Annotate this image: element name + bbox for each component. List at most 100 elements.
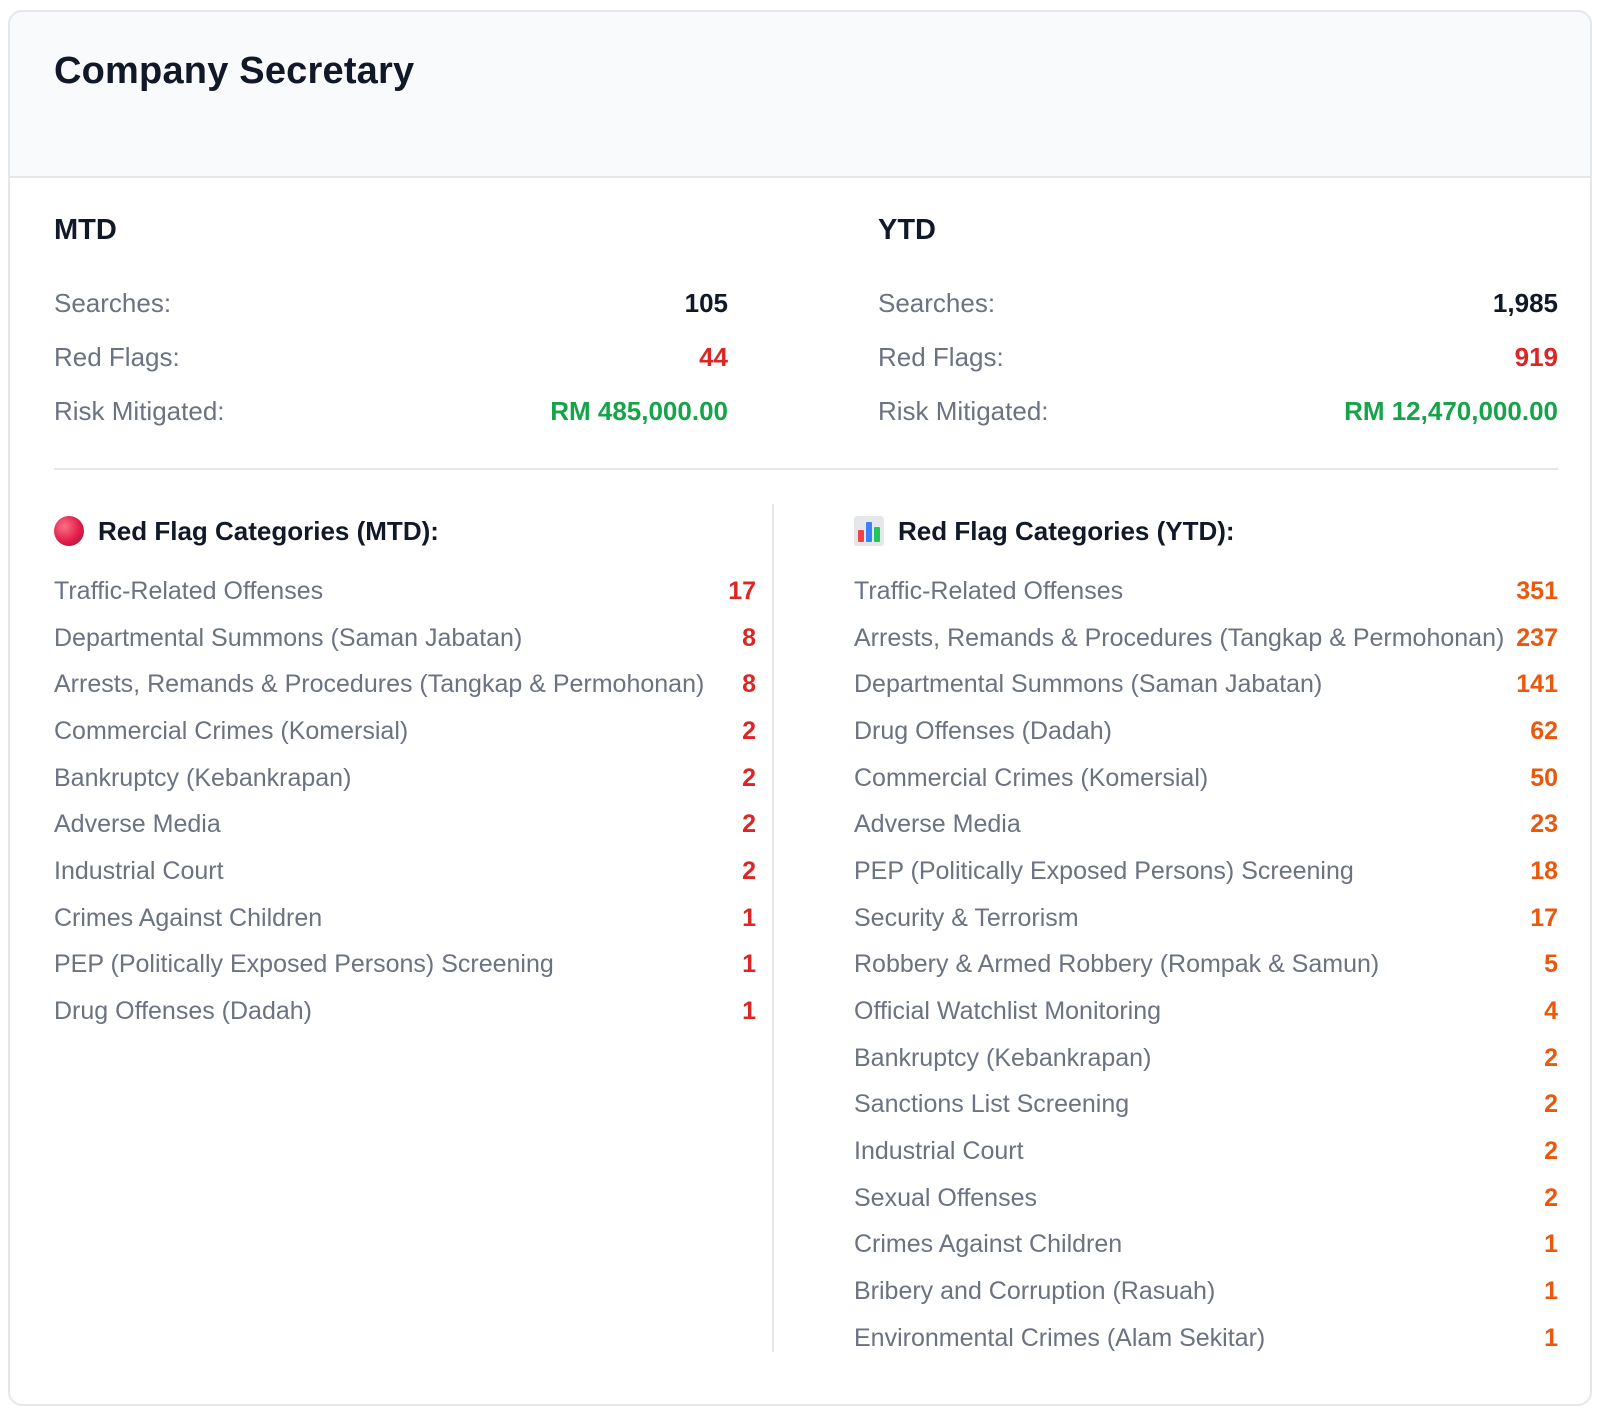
category-row: Traffic-Related Offenses 17 bbox=[54, 568, 756, 615]
category-count: 4 bbox=[1544, 997, 1558, 1026]
category-row: Bankruptcy (Kebankrapan) 2 bbox=[54, 755, 756, 802]
category-count: 1 bbox=[742, 950, 756, 979]
category-label: Sexual Offenses bbox=[854, 1183, 1037, 1212]
ytd-categories: Red Flag Categories (YTD): Traffic-Relat… bbox=[854, 506, 1558, 1362]
category-label: Traffic-Related Offenses bbox=[854, 576, 1124, 605]
category-label: Bribery and Corruption (Rasuah) bbox=[854, 1277, 1216, 1306]
ytd-categories-title: Red Flag Categories (YTD): bbox=[898, 515, 1235, 546]
category-count: 8 bbox=[742, 623, 756, 652]
category-count: 2 bbox=[1544, 1090, 1558, 1119]
bar-chart-icon bbox=[854, 516, 884, 546]
category-row: Departmental Summons (Saman Jabatan) 141 bbox=[854, 661, 1558, 708]
category-row: Security & Terrorism 17 bbox=[854, 895, 1558, 942]
card-title: Company Secretary bbox=[54, 50, 415, 92]
category-row: Official Watchlist Monitoring 4 bbox=[854, 988, 1558, 1035]
category-row: PEP (Politically Exposed Persons) Screen… bbox=[854, 848, 1558, 895]
category-row: Industrial Court 2 bbox=[854, 1128, 1558, 1175]
category-row: Arrests, Remands & Procedures (Tangkap &… bbox=[54, 661, 756, 708]
category-row: Sexual Offenses 2 bbox=[854, 1175, 1558, 1222]
category-label: Drug Offenses (Dadah) bbox=[54, 997, 312, 1026]
category-label: Drug Offenses (Dadah) bbox=[854, 716, 1112, 745]
category-count: 2 bbox=[742, 716, 756, 745]
ytd-red-flags-row: Red Flags: 919 bbox=[878, 330, 1558, 384]
category-count: 17 bbox=[728, 576, 756, 605]
category-label: Commercial Crimes (Komersial) bbox=[854, 763, 1209, 792]
category-label: Departmental Summons (Saman Jabatan) bbox=[54, 623, 523, 652]
category-label: PEP (Politically Exposed Persons) Screen… bbox=[854, 856, 1354, 885]
mtd-searches-label: Searches: bbox=[54, 287, 172, 318]
category-count: 2 bbox=[1544, 1137, 1558, 1166]
mtd-searches-row: Searches: 105 bbox=[54, 276, 728, 330]
category-row: Arrests, Remands & Procedures (Tangkap &… bbox=[854, 615, 1558, 662]
stats-section: MTD Searches: 105 Red Flags: 44 Risk Mit… bbox=[10, 178, 1590, 468]
category-label: Environmental Crimes (Alam Sekitar) bbox=[854, 1323, 1266, 1352]
ytd-risk-label: Risk Mitigated: bbox=[878, 395, 1049, 426]
category-row: Bankruptcy (Kebankrapan) 2 bbox=[854, 1035, 1558, 1082]
category-label: Traffic-Related Offenses bbox=[54, 576, 324, 605]
category-count: 2 bbox=[742, 763, 756, 792]
category-label: PEP (Politically Exposed Persons) Screen… bbox=[54, 950, 554, 979]
category-count: 18 bbox=[1530, 856, 1558, 885]
company-secretary-card: Company Secretary MTD Searches: 105 Red … bbox=[8, 10, 1592, 1406]
ytd-searches-row: Searches: 1,985 bbox=[878, 276, 1558, 330]
ytd-category-list: Traffic-Related Offenses 351 Arrests, Rema… bbox=[854, 568, 1558, 1362]
ytd-heading: YTD bbox=[878, 214, 936, 246]
category-label: Adverse Media bbox=[854, 810, 1021, 839]
category-count: 23 bbox=[1530, 810, 1558, 839]
category-label: Arrests, Remands & Procedures (Tangkap &… bbox=[54, 670, 705, 699]
mtd-risk-label: Risk Mitigated: bbox=[54, 395, 225, 426]
ytd-searches-label: Searches: bbox=[878, 287, 996, 318]
category-row: Crimes Against Children 1 bbox=[854, 1222, 1558, 1269]
category-count: 2 bbox=[742, 810, 756, 839]
mtd-red-flags-label: Red Flags: bbox=[54, 341, 180, 372]
category-row: Adverse Media 2 bbox=[54, 801, 756, 848]
category-count: 237 bbox=[1516, 623, 1558, 652]
category-row: Traffic-Related Offenses 351 bbox=[854, 568, 1558, 615]
category-label: Robbery & Armed Robbery (Rompak & Samun) bbox=[854, 950, 1380, 979]
mtd-stats: MTD Searches: 105 Red Flags: 44 Risk Mit… bbox=[54, 214, 728, 438]
category-count: 1 bbox=[1544, 1230, 1558, 1259]
category-row: Environmental Crimes (Alam Sekitar) 1 bbox=[854, 1315, 1558, 1362]
category-count: 5 bbox=[1544, 950, 1558, 979]
category-row: Bribery and Corruption (Rasuah) 1 bbox=[854, 1268, 1558, 1315]
category-label: Adverse Media bbox=[54, 810, 221, 839]
category-count: 17 bbox=[1530, 903, 1558, 932]
category-row: Commercial Crimes (Komersial) 2 bbox=[54, 708, 756, 755]
category-count: 351 bbox=[1516, 576, 1558, 605]
mtd-category-list: Traffic-Related Offenses 17 Departmental S… bbox=[54, 568, 756, 1035]
category-count: 2 bbox=[742, 856, 756, 885]
mtd-categories-heading: Red Flag Categories (MTD): bbox=[54, 506, 756, 556]
category-count: 8 bbox=[742, 670, 756, 699]
category-label: Bankruptcy (Kebankrapan) bbox=[854, 1043, 1152, 1072]
mtd-risk-row: Risk Mitigated: RM 485,000.00 bbox=[54, 384, 728, 438]
ytd-risk-value: RM 12,470,000.00 bbox=[1344, 395, 1558, 426]
category-row: PEP (Politically Exposed Persons) Screen… bbox=[54, 942, 756, 989]
category-row: Departmental Summons (Saman Jabatan) 8 bbox=[54, 615, 756, 662]
ytd-searches-value: 1,985 bbox=[1492, 287, 1558, 318]
category-label: Industrial Court bbox=[54, 856, 224, 885]
ytd-risk-row: Risk Mitigated: RM 12,470,000.00 bbox=[878, 384, 1558, 438]
category-count: 2 bbox=[1544, 1043, 1558, 1072]
category-count: 1 bbox=[742, 997, 756, 1026]
category-row: Industrial Court 2 bbox=[54, 848, 756, 895]
mtd-categories: Red Flag Categories (MTD): Traffic-Relat… bbox=[54, 506, 756, 1035]
category-count: 62 bbox=[1530, 716, 1558, 745]
mtd-heading: MTD bbox=[54, 214, 117, 246]
category-row: Drug Offenses (Dadah) 62 bbox=[854, 708, 1558, 755]
category-count: 1 bbox=[1544, 1277, 1558, 1306]
category-row: Crimes Against Children 1 bbox=[54, 895, 756, 942]
ytd-stats: YTD Searches: 1,985 Red Flags: 919 Risk … bbox=[878, 214, 1558, 438]
category-count: 50 bbox=[1530, 763, 1558, 792]
section-divider bbox=[54, 468, 1558, 470]
category-label: Commercial Crimes (Komersial) bbox=[54, 716, 409, 745]
category-count: 1 bbox=[1544, 1323, 1558, 1352]
card-header: Company Secretary bbox=[10, 12, 1590, 178]
mtd-red-flags-value: 44 bbox=[699, 341, 728, 372]
category-label: Arrests, Remands & Procedures (Tangkap &… bbox=[854, 623, 1505, 652]
category-label: Crimes Against Children bbox=[854, 1230, 1123, 1259]
ytd-categories-heading: Red Flag Categories (YTD): bbox=[854, 506, 1558, 556]
category-row: Robbery & Armed Robbery (Rompak & Samun)… bbox=[854, 942, 1558, 989]
ytd-red-flags-label: Red Flags: bbox=[878, 341, 1004, 372]
category-count: 2 bbox=[1544, 1183, 1558, 1212]
mtd-red-flags-row: Red Flags: 44 bbox=[54, 330, 728, 384]
